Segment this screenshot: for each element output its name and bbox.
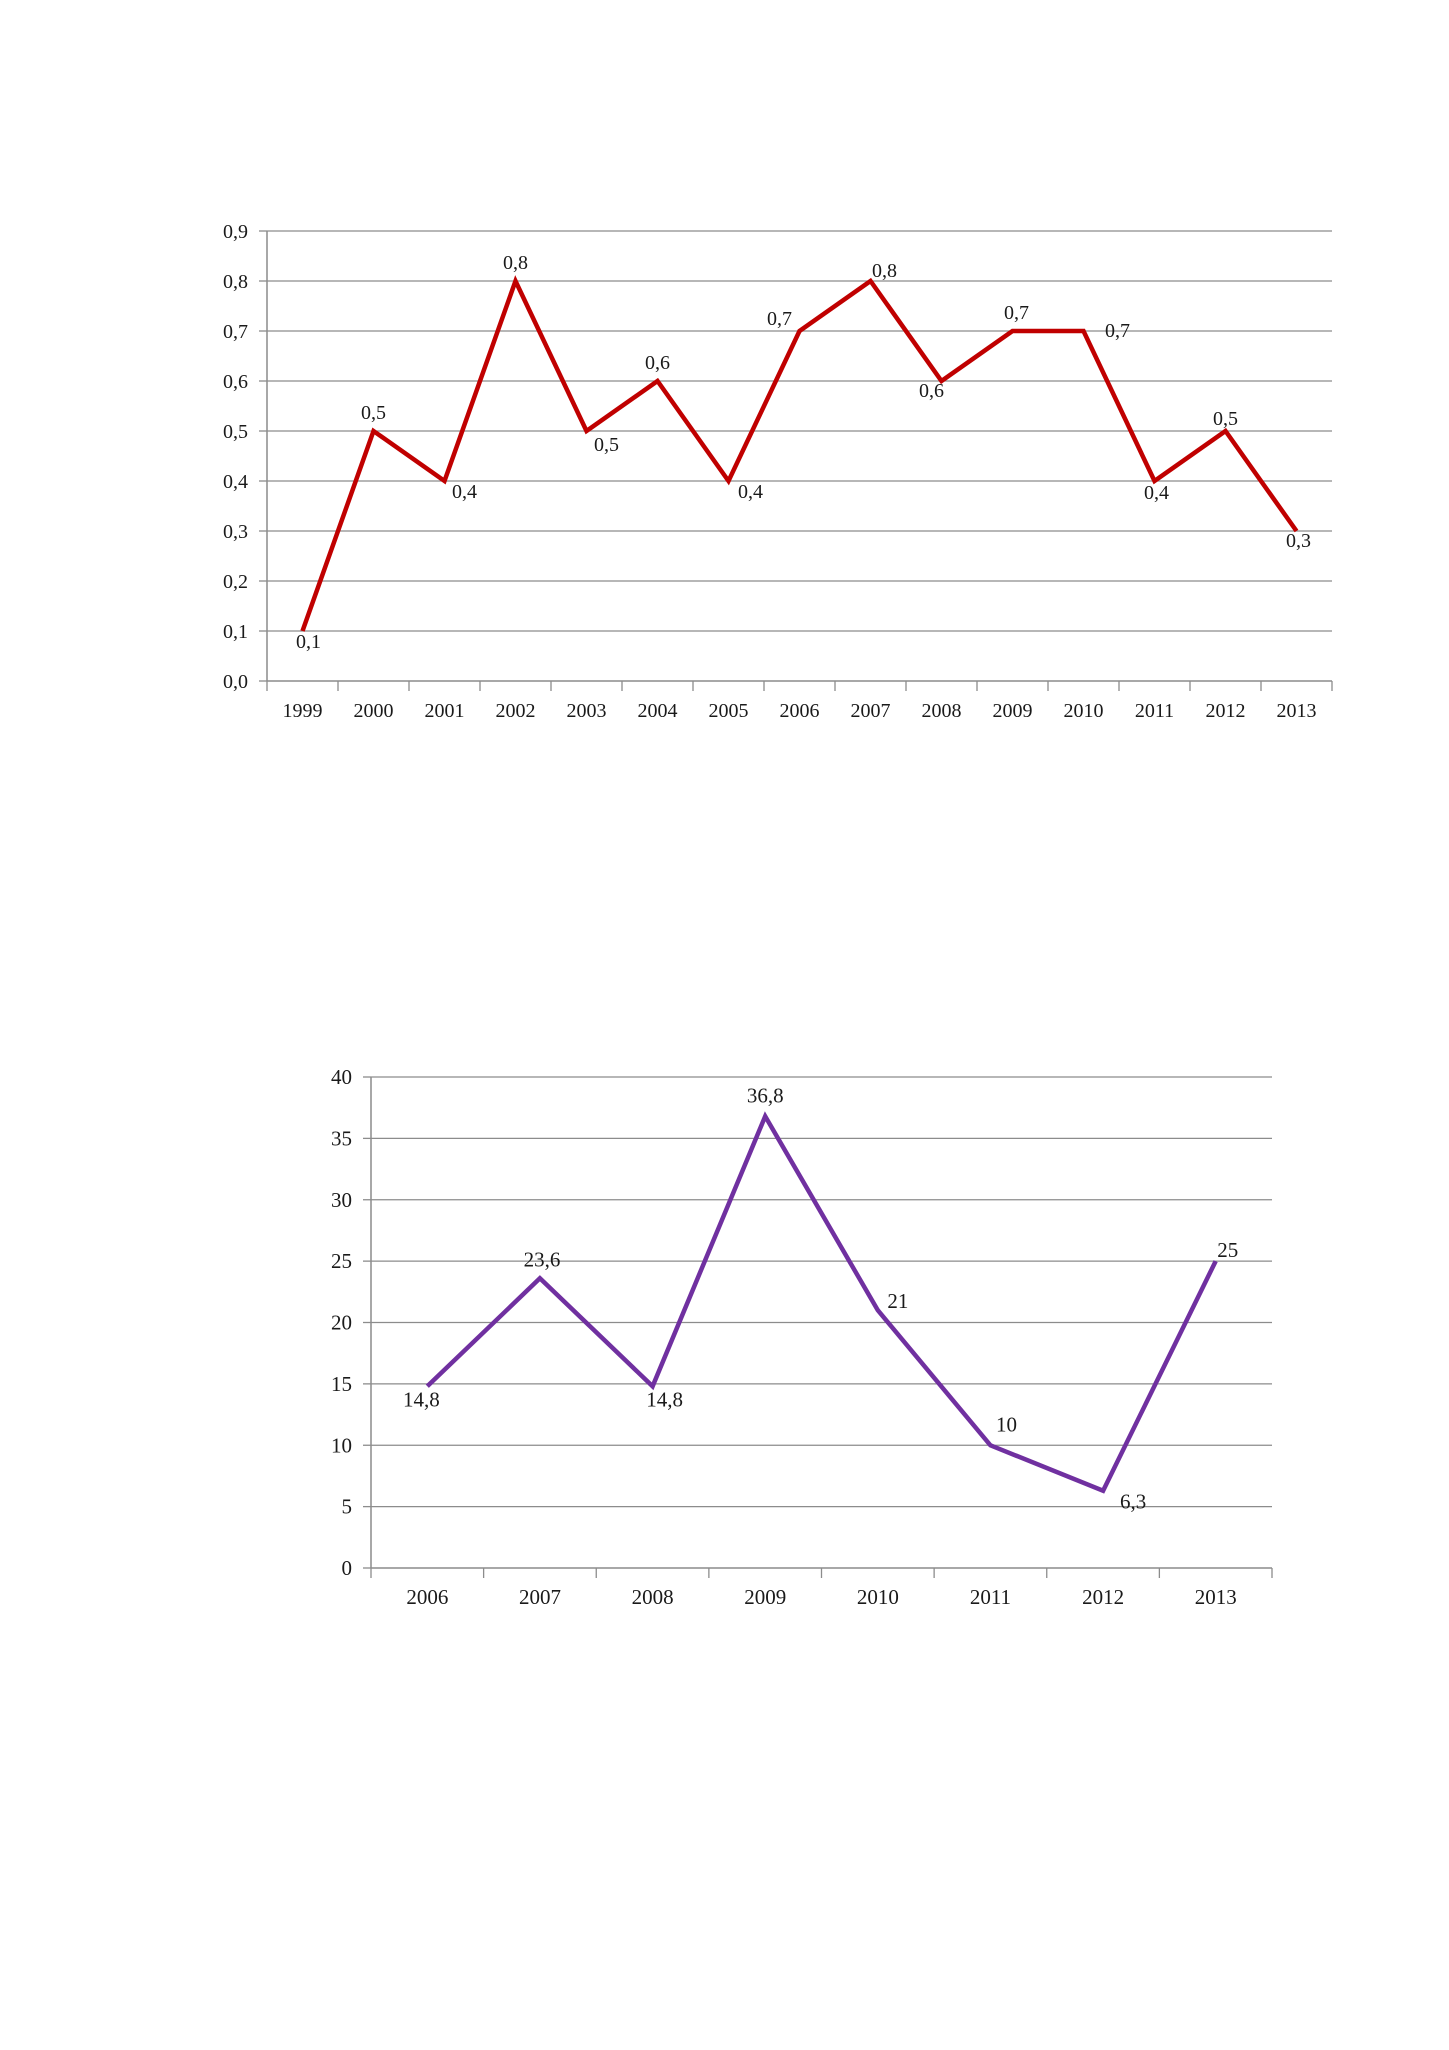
chart-dust-line: 0,0 0,1 0,2 0,3 0,4 0,5 0,6 0,7 0,8 0,9 1999 2000 20…	[223, 221, 1333, 722]
x-tick-label: 2011	[970, 1585, 1011, 1609]
y-tick-label: 0,6	[223, 371, 248, 393]
series-line	[300, 275, 1299, 632]
y-tick-label: 0,9	[223, 221, 248, 243]
data-label: 0,7	[767, 308, 792, 330]
x-tick-label: 2003	[567, 700, 607, 722]
data-label: 0,4	[1144, 482, 1169, 504]
y-tick-label: 0,5	[223, 421, 248, 443]
data-label: 0,1	[296, 631, 321, 653]
x-tick-label: 2002	[496, 700, 536, 722]
data-label: 0,6	[919, 380, 944, 402]
x-tick-label: 2007	[519, 1585, 561, 1609]
data-label: 0,4	[452, 481, 477, 503]
data-label: 0,5	[1213, 408, 1238, 430]
x-tick-label: 2006	[406, 1585, 448, 1609]
data-label: 0,8	[872, 260, 897, 282]
x-tick-label: 2007	[851, 700, 891, 722]
y-tick-label: 0,1	[223, 621, 248, 643]
y-tick-label: 0,2	[223, 571, 248, 593]
data-label: 0,6	[645, 352, 670, 374]
x-tick-label: 2010	[1064, 700, 1104, 722]
x-tick-label: 2006	[780, 700, 820, 722]
y-tick-label: 30	[331, 1188, 352, 1212]
y-tick-label: 10	[331, 1433, 352, 1457]
x-tick-label: 2005	[709, 700, 749, 722]
x-tick-label: 2009	[993, 700, 1033, 722]
y-tick-label: 0,0	[223, 671, 248, 693]
x-tick-label: 2013	[1195, 1585, 1237, 1609]
x-tick-label: 2012	[1206, 700, 1246, 722]
data-label: 36,8	[747, 1083, 784, 1107]
x-tick-label: 2004	[638, 700, 678, 722]
x-tick-label: 2008	[922, 700, 962, 722]
y-tick-label: 0,7	[223, 321, 248, 343]
data-label: 23,6	[524, 1247, 561, 1271]
x-tick-label: 2001	[425, 700, 465, 722]
data-label: 25	[1217, 1238, 1238, 1262]
data-label: 21	[887, 1289, 908, 1313]
y-tick-label: 0,3	[223, 521, 248, 543]
data-label: 0,7	[1004, 302, 1029, 324]
data-label: 14,8	[646, 1387, 683, 1411]
y-tick-label: 40	[331, 1065, 352, 1089]
data-label: 10	[996, 1412, 1017, 1436]
x-tick-label: 1999	[283, 700, 323, 722]
data-label: 0,5	[594, 434, 619, 456]
data-label: 6,3	[1120, 1490, 1146, 1514]
series-line	[425, 1111, 1218, 1494]
y-tick-label: 35	[331, 1126, 352, 1150]
y-tick-label: 20	[331, 1311, 352, 1335]
x-tick-label: 2013	[1277, 700, 1317, 722]
data-label: 0,3	[1286, 530, 1311, 552]
data-label: 0,8	[503, 252, 528, 274]
x-tick-label: 2009	[744, 1585, 786, 1609]
x-tick-label: 2012	[1082, 1585, 1124, 1609]
y-tick-label: 15	[331, 1372, 352, 1396]
x-tick-label: 2000	[354, 700, 394, 722]
x-tick-label: 2011	[1135, 700, 1174, 722]
data-label: 0,4	[738, 481, 763, 503]
x-tick-label: 2010	[857, 1585, 899, 1609]
data-label: 0,5	[361, 402, 386, 424]
data-label: 0,7	[1105, 320, 1130, 342]
y-tick-label: 5	[342, 1495, 353, 1519]
data-label: 14,8	[403, 1387, 440, 1411]
x-tick-label: 2008	[632, 1585, 674, 1609]
y-tick-label: 0,4	[223, 471, 248, 493]
chart-purple-line: 0 5 10 15 20 25 30 35 40 2006 2007 2008 2009 2010 2011…	[331, 1065, 1273, 1609]
y-tick-label: 0,8	[223, 271, 248, 293]
y-tick-label: 25	[331, 1249, 352, 1273]
y-tick-label: 0	[342, 1556, 353, 1580]
